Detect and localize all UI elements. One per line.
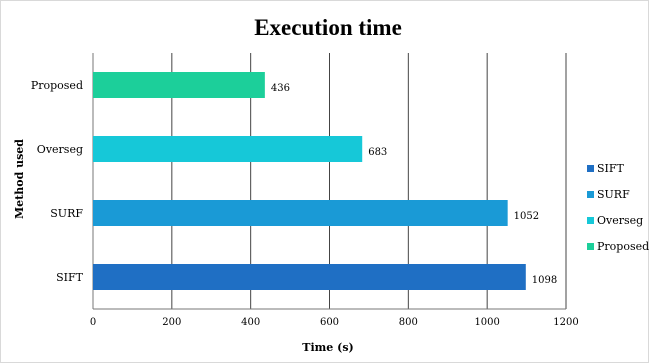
legend-swatch [587,217,594,224]
data-labels: 1098 1052 683 436 [271,83,557,286]
legend-label: Proposed [597,240,649,253]
bars [93,72,526,290]
y-axis-label: Method used [13,139,26,219]
legend-label: SURF [597,188,630,201]
category-label: SIFT [56,271,84,284]
legend-label: Overseg [597,214,643,227]
legend: SIFT SURF Overseg Proposed [587,162,649,253]
legend-swatch [587,191,594,198]
data-label: 436 [271,83,290,94]
category-labels: SIFT SURF Overseg Proposed [31,79,84,284]
x-tick-label: 800 [399,317,418,328]
x-tick-labels: 0 200 400 600 800 1000 1200 [90,317,579,328]
category-label: Overseg [37,143,83,156]
bar-sift [93,264,526,290]
legend-swatch [587,243,594,250]
x-axis-label: Time (s) [302,341,353,354]
bar-overseg [93,136,363,162]
data-label: 1098 [532,275,557,286]
category-label: SURF [50,207,83,220]
bar-surf [93,200,508,226]
legend-label: SIFT [597,162,625,175]
category-label: Proposed [31,79,83,92]
x-tick-label: 0 [90,317,96,328]
data-label: 683 [368,147,387,158]
x-tick-label: 1000 [474,317,499,328]
x-tick-label: 200 [162,317,181,328]
bar-proposed [93,72,265,98]
legend-swatch [587,165,594,172]
x-tick-label: 600 [320,317,339,328]
x-tick-label: 400 [241,317,260,328]
x-tick-label: 1200 [553,317,578,328]
chart-title: Execution time [254,15,402,40]
data-label: 1052 [514,211,539,222]
